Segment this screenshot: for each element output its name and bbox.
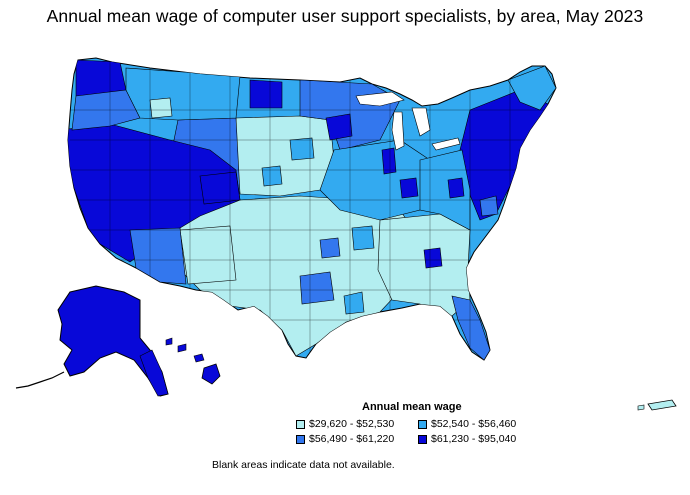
region-detail-3 (399, 177, 419, 199)
legend-swatch-tier3 (296, 434, 305, 444)
lake-huron (411, 107, 431, 137)
legend-item-tier2: $52,540 - $56,460 (418, 418, 516, 430)
alaska (57, 285, 169, 397)
region-texas-metros (299, 271, 335, 305)
legend-title: Annual mean wage (362, 401, 462, 413)
virgin-islands (637, 404, 645, 411)
region-new-mexico (179, 225, 237, 285)
data-availability-note: Blank areas indicate data not available. (212, 459, 395, 471)
legend-label-tier4: $61,230 - $95,040 (431, 433, 517, 445)
region-northern-plains (235, 115, 335, 197)
legend-item-tier4: $61,230 - $95,040 (418, 433, 516, 445)
legend-label-tier3: $56,490 - $61,220 (309, 433, 395, 445)
legend-item-tier3: $56,490 - $61,220 (296, 433, 394, 445)
hawaii-big-island (201, 363, 221, 385)
region-houston (343, 291, 365, 315)
legend-label-tier1: $29,620 - $52,530 (309, 418, 395, 430)
region-detail-5 (261, 165, 283, 187)
hawaii-oahu (177, 343, 187, 353)
legend-swatch-tier2 (418, 419, 427, 429)
region-detail-8 (447, 177, 465, 199)
region-new-england-north (507, 65, 556, 111)
hawaii-kauai (165, 337, 173, 346)
lake-erie (431, 137, 461, 151)
region-arizona (129, 227, 187, 285)
lake-michigan (391, 111, 405, 151)
region-north-dakota-dark (249, 79, 283, 109)
legend-swatch-tier1 (296, 419, 305, 429)
region-minneapolis (325, 113, 353, 141)
legend-label-tier2: $52,540 - $56,460 (431, 418, 517, 430)
legend-item-tier1: $29,620 - $52,530 (296, 418, 394, 430)
region-atlanta (423, 247, 443, 269)
puerto-rico (647, 399, 677, 411)
alaska-southeast (139, 349, 169, 397)
region-detail-1 (289, 137, 315, 161)
lake-superior (355, 91, 405, 107)
region-colorado (199, 171, 241, 205)
alaska-aleutians (15, 371, 65, 389)
hawaii-maui (193, 353, 205, 363)
region-detail-7 (319, 237, 341, 259)
region-detail-4 (479, 195, 499, 217)
region-florida (451, 295, 491, 360)
region-detail-2 (351, 225, 375, 251)
region-detail-6 (149, 97, 173, 119)
map-title: Annual mean wage of computer user suppor… (46, 6, 644, 26)
legend-swatch-tier4 (418, 434, 427, 444)
